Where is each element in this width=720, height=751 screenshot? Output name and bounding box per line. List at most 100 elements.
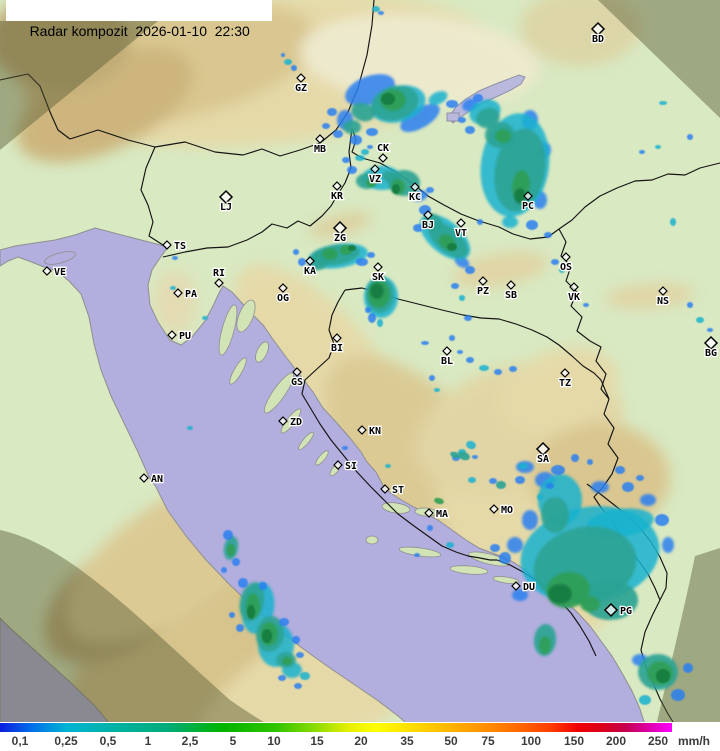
station-marker <box>373 262 383 272</box>
station-label: SK <box>372 272 384 283</box>
legend-tick: 50 <box>444 734 458 748</box>
dim-region <box>0 21 158 150</box>
terrain-shade <box>452 252 548 288</box>
precip-echo <box>381 93 395 105</box>
station-label: BJ <box>422 220 434 231</box>
precip-echo <box>413 224 423 232</box>
precip-echo <box>671 689 685 701</box>
station-marker <box>42 266 52 276</box>
precip-echo <box>580 596 600 612</box>
station-marker <box>380 484 390 494</box>
station-PA: PA <box>173 288 198 301</box>
station-BI: BI <box>330 333 344 355</box>
legend-tick: 10 <box>267 734 281 748</box>
precip-echo <box>615 466 625 474</box>
precip-echo <box>687 134 693 140</box>
precip-echo <box>333 130 343 138</box>
station-TS: TS <box>162 240 187 253</box>
station-marker <box>139 473 149 483</box>
precip-echo <box>247 605 255 619</box>
station-label: TZ <box>559 378 571 389</box>
precip-echo <box>300 672 310 680</box>
legend-unit: mm/h <box>678 734 711 748</box>
station-marker <box>535 441 551 457</box>
station-marker <box>456 218 466 228</box>
station-label: OG <box>277 293 289 304</box>
precip-echo <box>238 578 248 588</box>
station-label: VE <box>54 267 66 278</box>
station-DU: DU <box>511 581 536 594</box>
station-label: SI <box>345 461 357 472</box>
precip-echo <box>489 478 497 484</box>
precip-echo <box>342 446 348 450</box>
precip-echo <box>392 184 400 194</box>
legend-tick: 1 <box>144 734 152 748</box>
precip-echo <box>355 155 365 161</box>
precip-echo <box>347 166 357 174</box>
station-label: MO <box>501 505 513 516</box>
precip-echo <box>636 475 644 481</box>
station-label: BI <box>331 343 343 354</box>
island <box>298 431 314 451</box>
precip-echo <box>221 567 227 573</box>
precip-echo <box>281 53 285 57</box>
station-label: SA <box>537 454 549 465</box>
station-KC: KC <box>408 182 422 204</box>
station-SA: SA <box>535 441 551 466</box>
legend-tick: 150 <box>563 734 585 748</box>
station-label: BL <box>441 356 453 367</box>
precip-echo <box>683 663 693 673</box>
precip-echo <box>515 476 525 484</box>
precip-echo <box>366 179 376 187</box>
precip-echo <box>472 455 478 459</box>
precip-echo <box>546 483 554 489</box>
islands <box>218 299 520 584</box>
precip-echo <box>551 465 565 475</box>
precip-echo <box>400 104 440 132</box>
precip-echo <box>571 454 579 462</box>
legend-tick: 5 <box>229 734 237 748</box>
station-marker <box>560 368 570 378</box>
precip-echo <box>526 220 538 230</box>
precip-echo <box>640 494 656 506</box>
precip-echo <box>670 218 676 226</box>
precip-echo <box>278 675 286 681</box>
precip-echo <box>298 258 306 266</box>
station-marker <box>332 181 342 191</box>
station-label: PA <box>185 289 197 300</box>
station-TZ: TZ <box>558 368 572 390</box>
radar-map-canvas: GZ BD MB CK VZ KC KR LJ ZG BJ VT PC OS PZ SB VK NS BG TZ BL… <box>0 0 720 722</box>
precip-echo <box>368 313 376 323</box>
precip-echo <box>447 243 457 251</box>
terrain-shade <box>0 0 130 90</box>
station-marker <box>357 425 367 435</box>
precip-echo <box>639 150 645 154</box>
precip-echo <box>293 249 299 255</box>
precip-echo <box>322 248 338 260</box>
station-label: MB <box>314 144 326 155</box>
station-marker <box>603 602 619 618</box>
precip-echo <box>465 126 475 134</box>
station-marker <box>167 330 177 340</box>
precip-echo <box>518 463 528 469</box>
precip-echo <box>223 530 233 540</box>
precip-echo <box>509 366 517 372</box>
station-BG: BG <box>704 335 718 360</box>
precip-echo <box>412 190 428 202</box>
terrain-shade <box>501 347 619 433</box>
precip-echo <box>282 657 292 665</box>
precip-echoes <box>223 74 678 690</box>
precip-echo <box>477 219 483 225</box>
station-marker <box>523 191 533 201</box>
station-label: CK <box>377 143 389 154</box>
precip-echo <box>372 6 380 12</box>
precip-echo <box>537 494 543 500</box>
station-SI: SI <box>333 460 358 473</box>
precip-echo <box>304 265 316 275</box>
stations: GZ BD MB CK VZ KC KR LJ ZG BJ VT PC OS PZ SB VK NS BG TZ BL… <box>42 21 718 618</box>
country-border <box>162 127 353 258</box>
legend-tick: 250 <box>647 734 669 748</box>
island <box>229 357 247 385</box>
station-marker <box>489 504 499 514</box>
precip-echo <box>259 582 267 590</box>
